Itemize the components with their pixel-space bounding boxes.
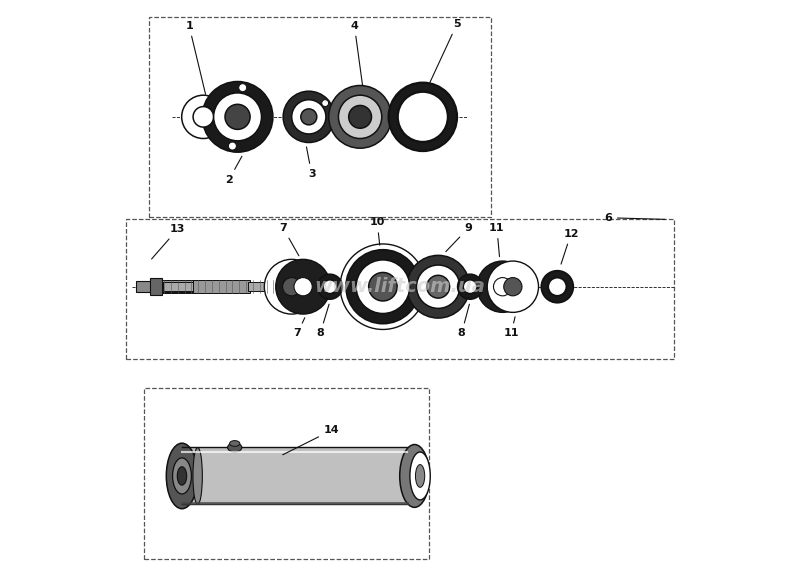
Circle shape	[487, 261, 538, 312]
Circle shape	[202, 82, 273, 152]
Circle shape	[301, 109, 317, 125]
Text: 1: 1	[186, 21, 206, 94]
Text: 10: 10	[370, 217, 385, 245]
Bar	[149, 17, 491, 217]
Circle shape	[282, 278, 301, 296]
Circle shape	[426, 275, 450, 298]
Circle shape	[329, 86, 391, 148]
Circle shape	[182, 95, 225, 139]
Circle shape	[322, 100, 329, 107]
Text: 7: 7	[294, 317, 305, 339]
Circle shape	[225, 104, 250, 129]
Circle shape	[407, 255, 470, 318]
Text: 2: 2	[225, 156, 242, 185]
Circle shape	[283, 91, 334, 142]
Text: 8: 8	[458, 304, 470, 339]
Circle shape	[398, 92, 448, 142]
Circle shape	[477, 261, 528, 312]
Circle shape	[504, 278, 522, 296]
Bar	[150, 278, 162, 295]
Text: 14: 14	[282, 425, 339, 455]
Circle shape	[323, 280, 337, 294]
Text: 13: 13	[152, 224, 186, 259]
Ellipse shape	[415, 465, 425, 487]
Ellipse shape	[400, 445, 430, 507]
Bar	[162, 282, 250, 292]
Circle shape	[463, 280, 477, 294]
Text: 9: 9	[446, 223, 472, 251]
Ellipse shape	[410, 452, 430, 500]
Circle shape	[318, 274, 342, 299]
Ellipse shape	[178, 467, 186, 485]
Bar	[143, 388, 429, 559]
Text: 7: 7	[279, 223, 299, 256]
Text: 11: 11	[489, 223, 505, 256]
Text: www.liftcom.ua: www.liftcom.ua	[314, 277, 486, 296]
Ellipse shape	[193, 447, 202, 504]
Ellipse shape	[173, 458, 191, 494]
Ellipse shape	[166, 443, 198, 508]
Bar	[162, 280, 178, 293]
Bar	[126, 219, 674, 359]
Circle shape	[340, 244, 426, 329]
Circle shape	[264, 259, 319, 314]
Circle shape	[417, 265, 460, 308]
Text: 12: 12	[561, 229, 578, 264]
Bar	[193, 280, 250, 293]
Circle shape	[346, 250, 420, 324]
Circle shape	[349, 105, 371, 128]
Circle shape	[276, 259, 330, 314]
Circle shape	[214, 93, 262, 141]
Circle shape	[369, 272, 397, 301]
Text: 6: 6	[604, 213, 665, 223]
Bar	[163, 282, 194, 291]
Text: 3: 3	[306, 147, 315, 179]
Circle shape	[356, 260, 410, 314]
Circle shape	[238, 84, 246, 92]
Circle shape	[389, 83, 457, 151]
Bar	[135, 281, 151, 292]
Bar	[248, 282, 280, 291]
Text: 11: 11	[503, 317, 519, 339]
Circle shape	[193, 107, 214, 127]
Circle shape	[229, 142, 236, 150]
Circle shape	[338, 95, 382, 139]
Bar	[162, 280, 213, 293]
Ellipse shape	[230, 441, 240, 446]
Text: 4: 4	[350, 21, 362, 85]
Text: 5: 5	[430, 19, 461, 83]
Ellipse shape	[227, 443, 242, 452]
Circle shape	[294, 278, 312, 296]
Circle shape	[542, 271, 574, 303]
Bar	[182, 447, 407, 504]
Text: 8: 8	[316, 304, 329, 339]
Circle shape	[548, 278, 566, 296]
Circle shape	[494, 278, 512, 296]
Circle shape	[458, 274, 482, 299]
Circle shape	[292, 100, 326, 134]
